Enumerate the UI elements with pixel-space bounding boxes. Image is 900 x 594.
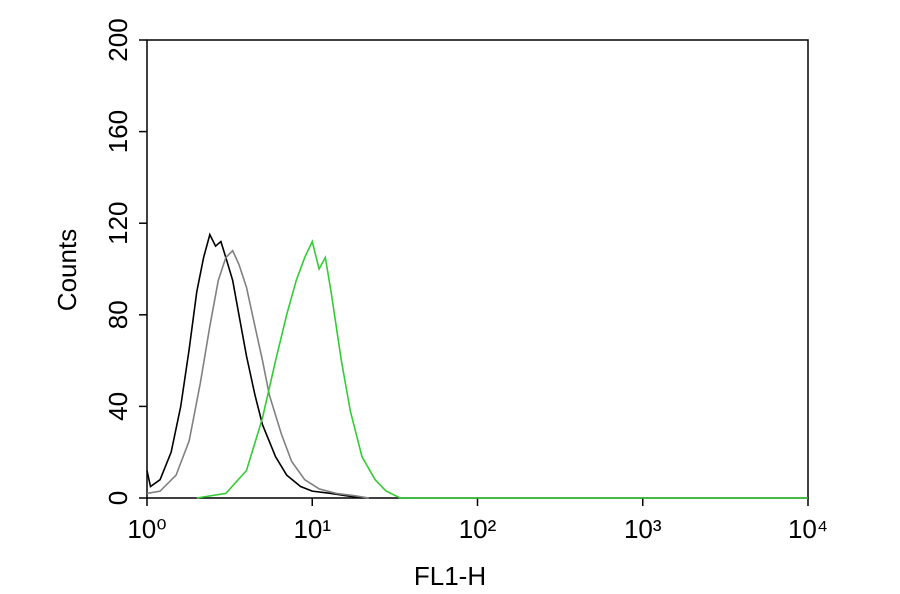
- x-tick-label: 10⁰: [127, 514, 166, 544]
- y-tick-label: 120: [103, 202, 133, 245]
- y-tick-label: 80: [103, 300, 133, 329]
- y-axis-label: Counts: [52, 229, 82, 311]
- x-tick-label: 10³: [624, 514, 662, 544]
- y-tick-label: 200: [103, 18, 133, 61]
- x-axis-label: FL1-H: [414, 561, 486, 591]
- histogram-line: [146, 232, 363, 499]
- y-tick-label: 0: [103, 491, 133, 505]
- histogram-line: [196, 239, 808, 499]
- y-tick-label: 40: [103, 392, 133, 421]
- x-tick-label: 10⁴: [788, 514, 828, 544]
- x-tick-label: 10¹: [293, 514, 331, 544]
- plot-frame: [146, 39, 809, 499]
- x-tick-label: 10²: [459, 514, 497, 544]
- y-tick-label: 160: [103, 110, 133, 153]
- histogram-line: [146, 249, 369, 499]
